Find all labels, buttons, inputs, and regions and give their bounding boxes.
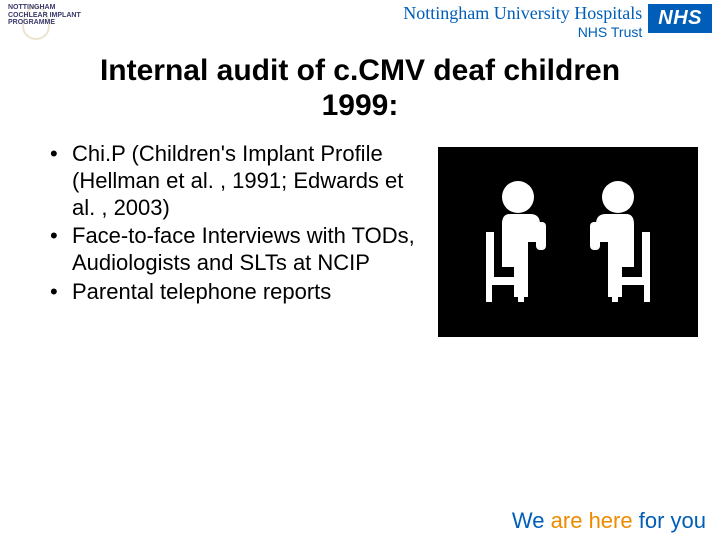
interview-figure [438, 147, 698, 337]
list-item: Face-to-face Interviews with TODs, Audio… [50, 223, 426, 277]
interview-pictogram-icon [458, 162, 678, 322]
footer-accent: are here [551, 508, 633, 533]
logo-line3: PROGRAMME [8, 19, 81, 27]
title-line2: 1999: [20, 89, 700, 124]
list-item: Chi.P (Children's Implant Profile (Hellm… [50, 141, 426, 221]
bullet-list: Chi.P (Children's Implant Profile (Hellm… [50, 141, 426, 337]
slide-content: Chi.P (Children's Implant Profile (Hellm… [0, 123, 720, 337]
slide-header: NOTTINGHAM COCHLEAR IMPLANT PROGRAMME No… [0, 0, 720, 48]
slide-title: Internal audit of c.CMV deaf children 19… [0, 54, 720, 123]
org-name: Nottingham University Hospitals [403, 4, 642, 24]
title-line1: Internal audit of c.CMV deaf children [20, 54, 700, 89]
logo-line2: COCHLEAR IMPLANT [8, 12, 81, 20]
slide-footer: We are here for you [512, 508, 706, 534]
org-block: Nottingham University Hospitals NHS Trus… [403, 4, 642, 40]
header-right: Nottingham University Hospitals NHS Trus… [403, 4, 712, 40]
ncip-logo: NOTTINGHAM COCHLEAR IMPLANT PROGRAMME [8, 4, 81, 27]
org-subtitle: NHS Trust [403, 24, 642, 40]
footer-prefix: We [512, 508, 545, 533]
list-item: Parental telephone reports [50, 279, 426, 306]
footer-suffix: for you [639, 508, 706, 533]
logo-line1: NOTTINGHAM [8, 4, 81, 12]
nhs-badge: NHS [648, 4, 712, 33]
